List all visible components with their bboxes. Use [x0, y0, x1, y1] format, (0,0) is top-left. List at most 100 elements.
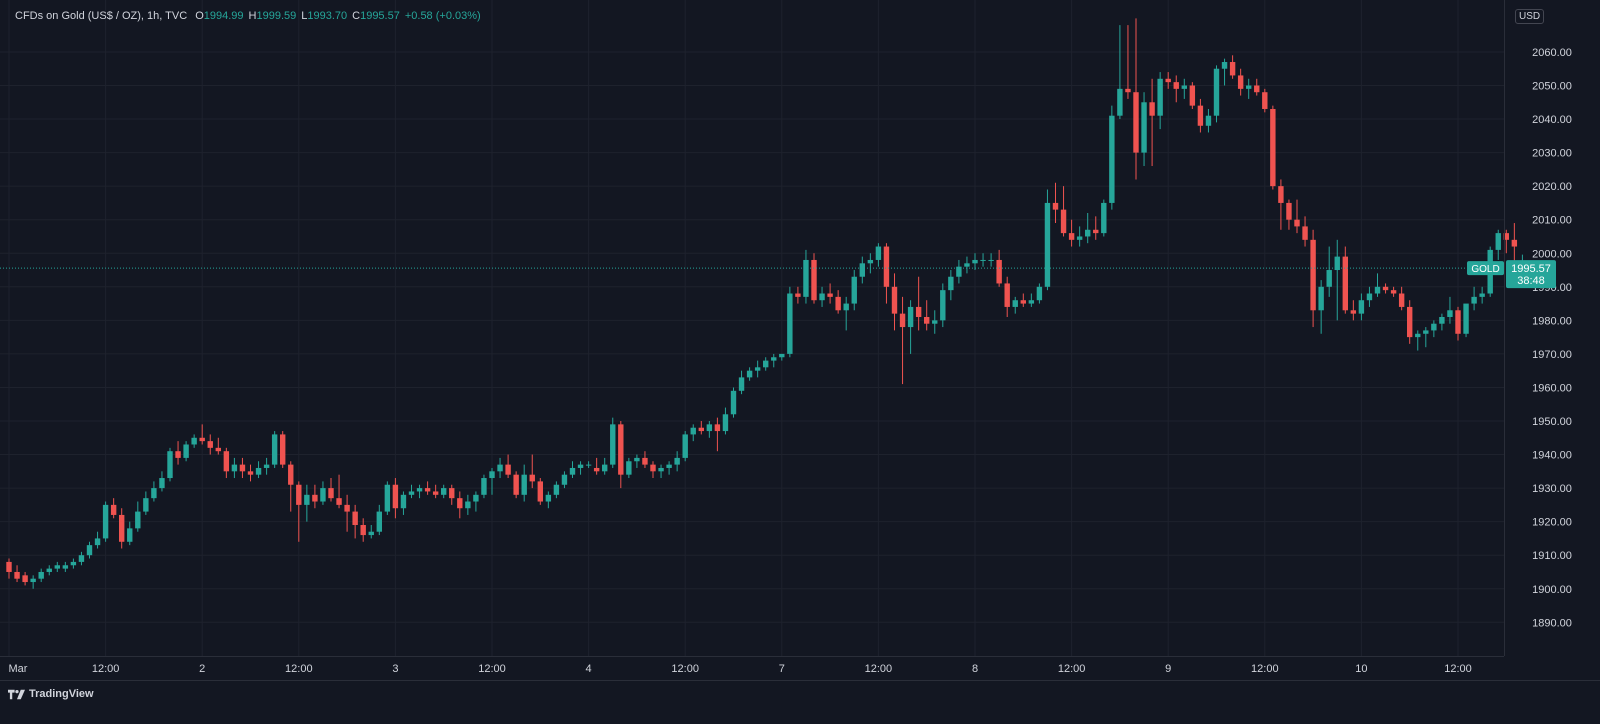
candle-body [948, 276, 954, 291]
candle-body [473, 494, 479, 502]
candle [239, 457, 246, 479]
candle [191, 434, 197, 448]
candle-body [513, 474, 519, 495]
candle [38, 568, 44, 583]
candle [1382, 283, 1389, 294]
candle [271, 431, 278, 468]
candle [537, 478, 543, 505]
candle-body [127, 528, 133, 542]
candle-body [1310, 239, 1316, 311]
candle [1286, 199, 1292, 230]
candle-body [449, 488, 455, 499]
candle-body [199, 437, 205, 442]
candle [30, 575, 36, 589]
candle-body [239, 464, 246, 472]
tradingview-branding[interactable]: TradingView [8, 688, 94, 700]
candle-body [489, 471, 495, 479]
candle-body [352, 511, 358, 526]
candle-body [151, 488, 157, 499]
candle [851, 270, 857, 311]
candle [1374, 273, 1381, 297]
candle [730, 387, 737, 418]
candle-body [78, 555, 85, 562]
candle-body [714, 424, 721, 432]
candle [1415, 330, 1421, 351]
x-tick-label: 12:00 [671, 663, 699, 675]
candle [1358, 293, 1365, 321]
candle [1133, 18, 1139, 180]
candle [199, 424, 205, 445]
close-label: C [352, 10, 361, 22]
x-tick-label: 8 [972, 663, 978, 675]
candle-body [288, 464, 294, 485]
candle [408, 484, 415, 499]
candle-body [1407, 306, 1413, 338]
candle [1197, 98, 1204, 133]
candle-body [819, 293, 825, 301]
candle-body [569, 467, 576, 475]
candle-body [215, 447, 221, 452]
tradingview-logo-icon [8, 689, 25, 699]
candle [1173, 75, 1179, 103]
candle-body [86, 545, 93, 556]
candle [296, 481, 302, 542]
candle [1076, 226, 1083, 247]
candle [650, 461, 656, 479]
candle-body [956, 266, 962, 277]
candle [1165, 72, 1171, 89]
candle-body [1149, 102, 1155, 116]
candle-body [843, 303, 849, 311]
candle-body [416, 488, 423, 492]
candle [255, 461, 262, 479]
currency-button[interactable]: USD [1515, 9, 1545, 24]
candle [602, 457, 608, 475]
candle [231, 457, 238, 479]
candle [1149, 78, 1155, 167]
candle-body [247, 471, 254, 475]
candle-body [102, 504, 109, 539]
candle-body [1415, 333, 1421, 338]
candle-body [642, 457, 648, 465]
candle-body [1254, 85, 1260, 93]
low-value: 1993.70 [307, 10, 348, 22]
price-tag-bg [1506, 260, 1556, 289]
candle-body [706, 424, 713, 432]
candle-body [1495, 233, 1501, 250]
candle-body [1374, 286, 1381, 294]
candle-body [1479, 293, 1485, 297]
candle-body [223, 451, 230, 472]
candle-body [1447, 310, 1453, 317]
candle [376, 504, 382, 536]
candle [1157, 72, 1163, 130]
candle-body [1439, 316, 1445, 324]
candle-body [312, 494, 318, 502]
candle-body [1302, 226, 1308, 240]
candle [746, 367, 753, 381]
candle-body [1278, 186, 1284, 203]
y-tick-label: 2000.00 [1532, 248, 1572, 260]
candle [1085, 212, 1091, 244]
candle-body [577, 464, 584, 468]
candle [1044, 189, 1051, 291]
candle-body [754, 367, 761, 371]
candle-body [62, 565, 69, 569]
candle-body [618, 424, 624, 475]
candle-body [1036, 286, 1043, 301]
candle-body [561, 474, 568, 485]
candle [1117, 25, 1123, 120]
candle-body [980, 259, 986, 261]
symbol-title[interactable]: CFDs on Gold (US$ / OZ), 1h, TVC [15, 10, 188, 22]
candle-body [610, 424, 616, 465]
candle [336, 474, 342, 509]
candle [1004, 276, 1010, 317]
candle-body [296, 484, 302, 505]
candle [1093, 216, 1099, 240]
candle-body [690, 427, 696, 435]
candle [706, 421, 713, 438]
candle [135, 501, 141, 532]
candle-body [1221, 62, 1228, 69]
candle-body [1431, 323, 1437, 331]
candle [1060, 186, 1067, 237]
